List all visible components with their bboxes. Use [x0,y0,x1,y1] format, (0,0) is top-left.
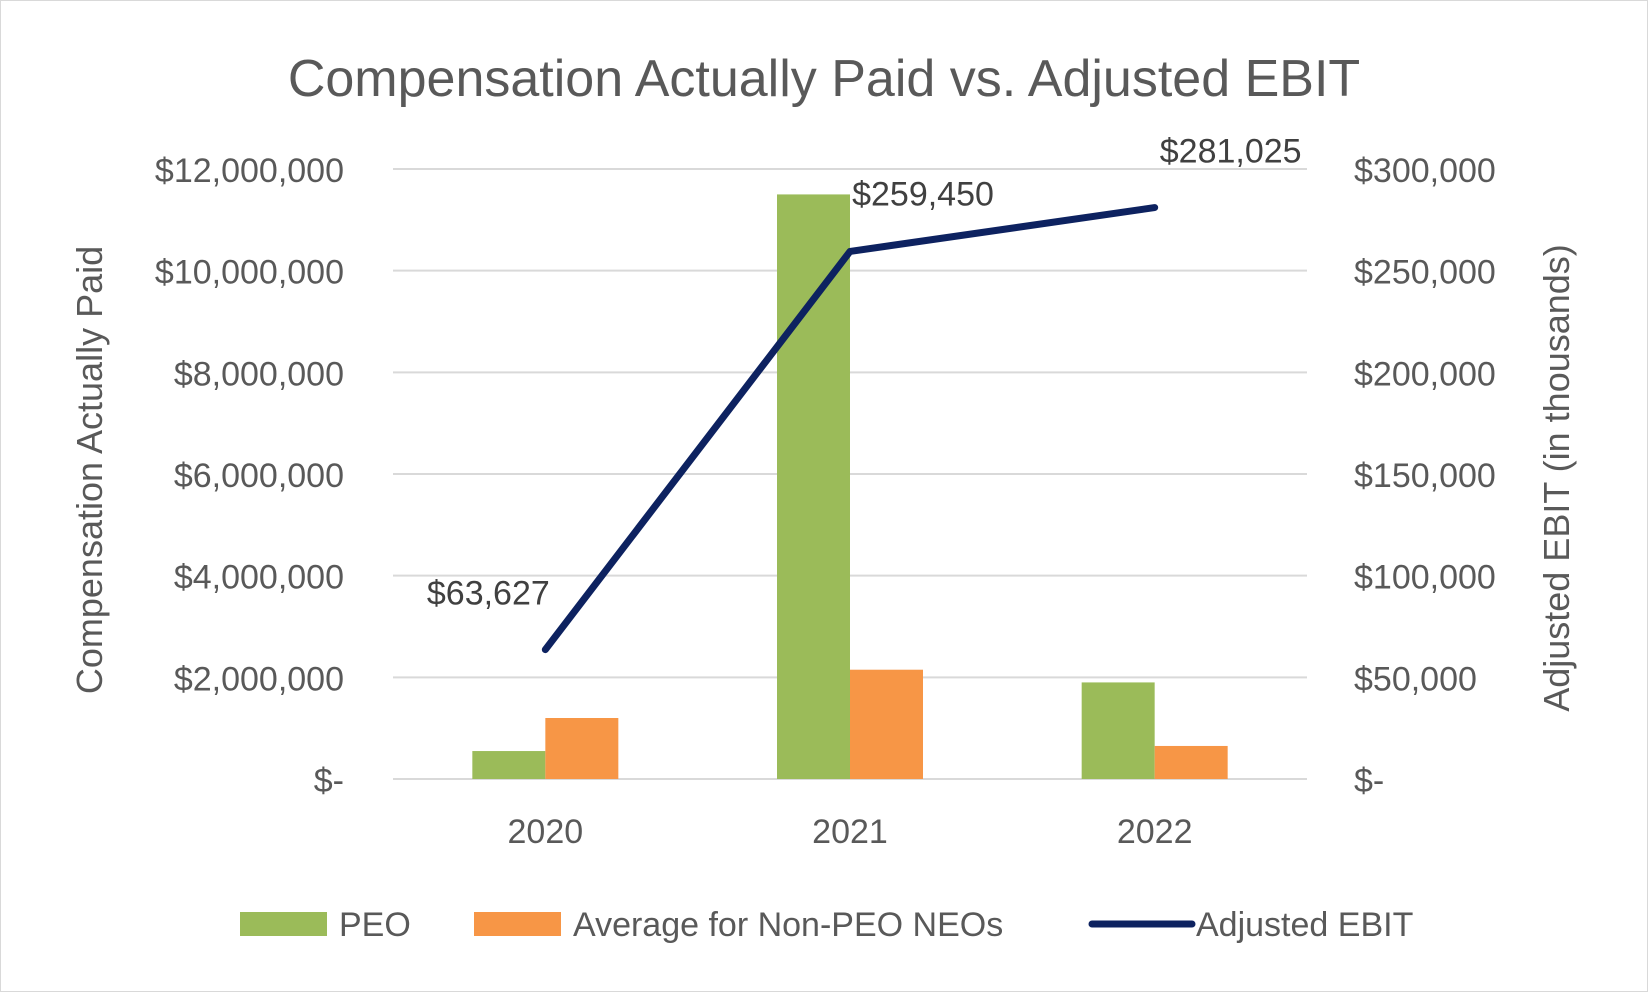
legend-label: PEO [339,906,411,944]
bar-average-for-non-peo-neos-2022 [1154,745,1228,779]
x-axis-ticks: 2020 2021 2022 [508,813,1193,851]
right-tick-label: $250,000 [1354,254,1496,292]
bar-average-for-non-peo-neos-2021 [850,669,923,779]
bar-peo-2021 [777,194,850,779]
right-tick-label: $200,000 [1354,355,1496,393]
left-tick-label: $10,000,000 [155,254,344,292]
adjusted-ebit-line [541,204,1159,654]
right-tick-label: $50,000 [1354,660,1477,698]
ebit-data-label: $259,450 [852,175,994,213]
left-tick-label: $6,000,000 [174,457,344,495]
bar-peo-2020 [472,751,546,779]
left-tick-label: $2,000,000 [174,660,344,698]
chart-title: Compensation Actually Paid vs. Adjusted … [288,50,1360,108]
right-axis-title: Adjusted EBIT (in thousands) [1536,244,1577,712]
right-tick-label: $100,000 [1354,559,1496,597]
left-axis-title: Compensation Actually Paid [69,246,110,694]
legend-label: Average for Non-PEO NEOs [573,906,1003,944]
left-tick-label: $8,000,000 [174,355,344,393]
bar-average-for-non-peo-neos-2020 [545,718,619,779]
left-axis-ticks: $- $2,000,000 $4,000,000 $6,000,000 $8,000,0… [155,152,344,800]
line-layer [541,204,1159,654]
right-tick-label: $150,000 [1354,457,1496,495]
right-tick-label: $- [1354,762,1384,800]
ebit-data-label: $63,627 [427,575,550,613]
legend-swatch [240,912,327,936]
left-tick-label: $4,000,000 [174,559,344,597]
x-tick-label: 2021 [812,813,888,851]
bar-peo-2022 [1081,682,1155,779]
data-labels: $63,627 $259,450 $281,025 [427,133,1302,613]
right-axis-ticks: $- $50,000 $100,000 $150,000 $200,000 $250,00… [1354,152,1496,800]
ebit-data-label: $281,025 [1160,133,1302,171]
left-tick-label: $- [314,762,344,800]
legend-label: Adjusted EBIT [1196,906,1413,944]
bars [472,194,1228,779]
x-tick-label: 2022 [1117,813,1193,851]
right-tick-label: $300,000 [1354,152,1496,190]
left-tick-label: $12,000,000 [155,152,344,190]
legend: PEO Average for Non-PEO NEOs Adjusted EBIT [240,906,1413,944]
x-tick-label: 2020 [508,813,584,851]
legend-swatch [474,912,561,936]
